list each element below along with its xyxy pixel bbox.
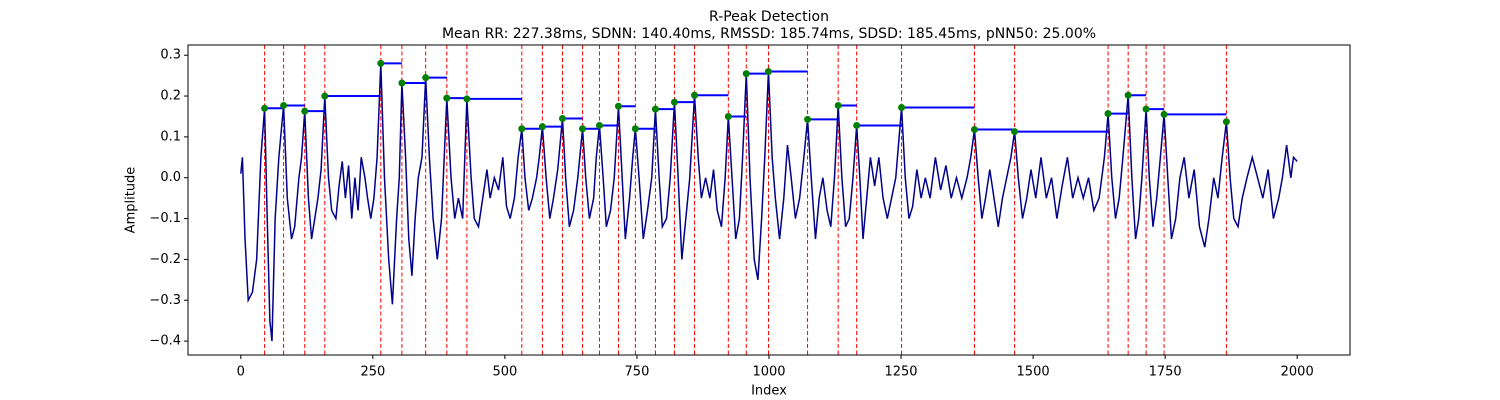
x-tick-label: 1500 (1017, 365, 1050, 380)
plot-frame (187, 44, 1351, 356)
peak-marker (742, 70, 750, 78)
peak-marker (1104, 110, 1112, 118)
x-tick-label: 750 (625, 365, 650, 380)
peak-marker (898, 103, 906, 111)
peak-marker (558, 115, 566, 123)
peak-marker (853, 121, 861, 129)
peak-marker (280, 101, 288, 109)
peak-marker (691, 91, 699, 99)
peak-marker (631, 125, 639, 133)
peak-marker (377, 59, 385, 67)
peak-marker (321, 92, 329, 100)
chart-subtitle: Mean RR: 227.38ms, SDNN: 140.40ms, RMSSD… (442, 26, 1096, 42)
y-tick-label: 0.2 (160, 89, 181, 104)
peak-marker (1222, 118, 1230, 126)
peak-marker (579, 125, 587, 133)
x-tick-label: 1750 (1149, 365, 1182, 380)
signal-line (240, 63, 1298, 342)
peak-marker (518, 125, 526, 133)
x-tick-label: 500 (492, 365, 517, 380)
peak-marker (301, 107, 309, 115)
y-tick-label: −0.3 (149, 293, 181, 308)
peak-marker (651, 105, 659, 113)
x-tick-label: 1250 (884, 365, 917, 380)
y-tick-label: −0.2 (149, 252, 181, 267)
y-axis-label: Amplitude (124, 167, 139, 234)
peak-marker (261, 104, 269, 112)
peak-marker (804, 115, 812, 123)
peak-marker (422, 74, 430, 82)
peak-marker (764, 68, 772, 76)
peak-marker (1160, 110, 1168, 118)
peak-marker (970, 126, 978, 134)
y-tick-label: −0.4 (149, 334, 181, 349)
x-axis-label: Index (751, 384, 787, 399)
x-tick-label: 1000 (752, 365, 785, 380)
peak-marker (834, 101, 842, 109)
y-tick-label: −0.1 (149, 211, 181, 226)
peak-marker (595, 121, 603, 129)
peak-marker (443, 94, 451, 102)
x-tick-label: 0 (237, 365, 245, 380)
peak-marker (538, 123, 546, 131)
peak-marker (1142, 105, 1150, 113)
peak-marker (463, 95, 471, 103)
y-tick-label: 0.3 (160, 48, 181, 63)
peak-marker (398, 79, 406, 87)
peak-marker (724, 112, 732, 120)
peak-marker (1124, 91, 1132, 99)
peak-marker (670, 98, 678, 106)
y-tick-label: 0.1 (160, 129, 181, 144)
x-tick-label: 250 (360, 365, 385, 380)
chart-title: R-Peak Detection (709, 9, 829, 25)
x-tick-label: 2000 (1281, 365, 1314, 380)
peak-marker (1011, 128, 1019, 136)
y-tick-label: 0.0 (160, 170, 181, 185)
peak-marker (614, 102, 622, 110)
